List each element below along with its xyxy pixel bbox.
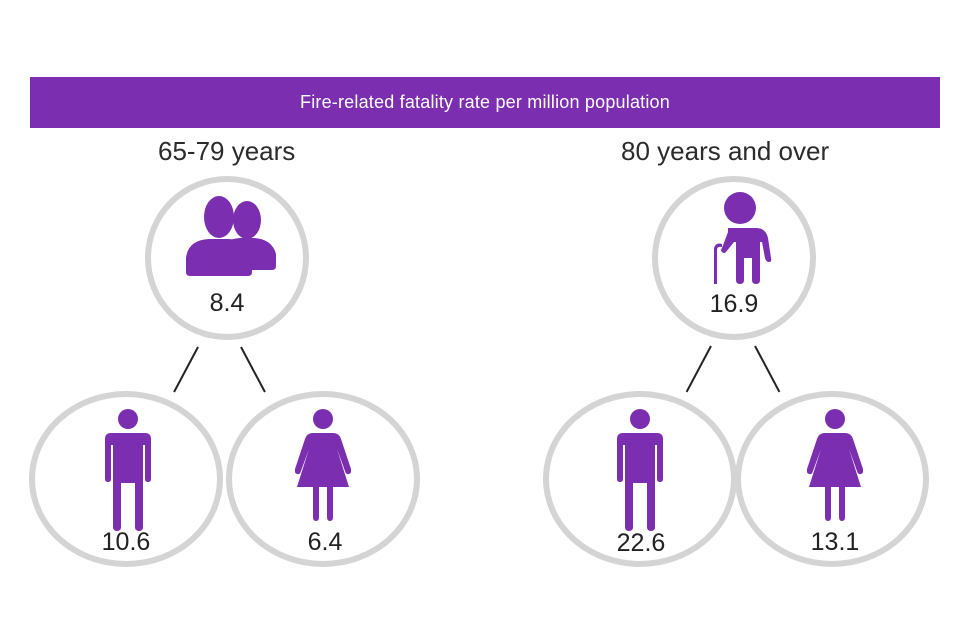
female-circle-65-79: 6.4: [226, 391, 420, 567]
female-value-65-79: 6.4: [307, 528, 343, 556]
group-title-80-plus: 80 years and over: [621, 136, 830, 166]
elderly-person-icon: [714, 192, 772, 284]
man-icon: [617, 409, 663, 531]
page-title: Fire-related fatality rate per million p…: [300, 92, 670, 112]
male-value-65-79: 10.6: [101, 528, 151, 556]
connector-line: [754, 345, 781, 393]
woman-icon: [807, 409, 863, 521]
female-value-80-plus: 13.1: [810, 528, 860, 556]
total-value-80-plus: 16.9: [709, 290, 759, 318]
connector-line: [685, 345, 712, 393]
male-circle-65-79: 10.6: [29, 391, 223, 567]
male-value-80-plus: 22.6: [616, 529, 666, 557]
connector-line: [173, 346, 199, 393]
woman-icon: [295, 409, 351, 521]
people-icon: [186, 196, 276, 276]
total-circle-65-79: 8.4: [145, 176, 309, 340]
male-circle-80-plus: 22.6: [543, 391, 737, 567]
total-value-65-79: 8.4: [209, 289, 245, 317]
total-circle-80-plus: 16.9: [652, 176, 816, 340]
connector-line: [240, 346, 266, 393]
title-banner: Fire-related fatality rate per million p…: [30, 77, 940, 128]
man-icon: [105, 409, 151, 531]
female-circle-80-plus: 13.1: [735, 391, 929, 567]
group-title-65-79: 65-79 years: [158, 136, 296, 166]
